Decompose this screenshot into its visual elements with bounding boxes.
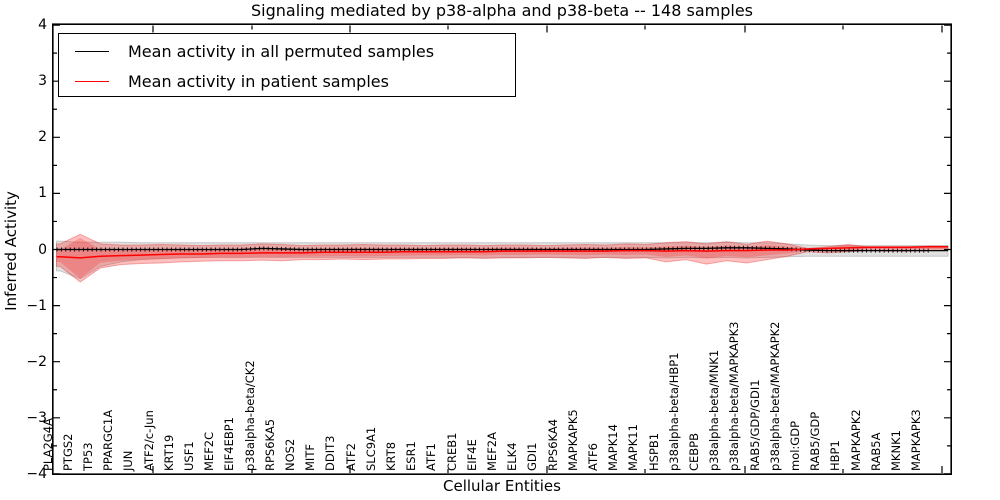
- x-tick-label: CREB1: [444, 432, 459, 472]
- x-tick-label: MAPKAPK2: [848, 409, 863, 471]
- x-tick-label: p38alpha-beta/MNK1: [707, 349, 722, 471]
- x-tick-label: NOS2: [282, 438, 297, 471]
- x-tick-label: ATF2/c-Jun: [141, 410, 156, 471]
- x-tick-label: KRT8: [383, 441, 398, 471]
- x-tick-label: PLA2G4A: [40, 418, 55, 471]
- x-tick-label: MITF: [303, 444, 318, 471]
- x-tick-label: EIF4E: [464, 439, 479, 471]
- x-tick-label: p38alpha-beta/CK2: [242, 360, 257, 471]
- patient-line-swatch-icon: [75, 80, 109, 82]
- legend-label: Mean activity in patient samples: [128, 71, 389, 91]
- axis-ticks: [53, 24, 951, 475]
- patient-mean-line: [56, 245, 948, 259]
- legend-item-patient: Mean activity in patient samples: [59, 66, 515, 96]
- y-tick-label: 3: [38, 73, 47, 90]
- x-tick-label: MAPKAPK3: [909, 409, 924, 471]
- x-tick-label: MEF2C: [202, 431, 217, 471]
- x-tick-label: RAB5/GDP: [808, 411, 823, 471]
- y-tick-label: −3: [26, 409, 47, 426]
- axes-spines: [51, 23, 953, 476]
- permuted-line-swatch-icon: [75, 50, 109, 52]
- x-tick-label: ATF1: [424, 443, 439, 471]
- y-tick-label: 2: [38, 129, 47, 146]
- x-tick-label: RPS6KA4: [545, 418, 560, 471]
- x-tick-label: GDI1: [525, 442, 540, 471]
- x-tick-label: MAPKAPK5: [565, 409, 580, 471]
- x-tick-label: ATF6: [585, 443, 600, 471]
- x-tick-label: MKNK1: [888, 430, 903, 471]
- y-tick-label: 4: [38, 17, 47, 34]
- legend: Mean activity in all permuted samples Me…: [58, 33, 516, 97]
- x-tick-label: RPS6KA5: [262, 418, 277, 471]
- x-tick-label: SLC9A1: [363, 426, 378, 471]
- x-tick-label: PPARGC1A: [101, 409, 116, 471]
- x-tick-label: RAB5A: [868, 432, 883, 471]
- y-tick-label: 0: [38, 241, 47, 258]
- x-axis-label: Cellular Entities: [443, 477, 561, 495]
- x-tick-label: KRT19: [161, 434, 176, 471]
- x-tick-label: JUN: [121, 450, 136, 471]
- y-tick-label: −1: [26, 297, 47, 314]
- chart-title: Signaling mediated by p38-alpha and p38-…: [250, 1, 753, 20]
- x-tick-label: MAPK11: [626, 424, 641, 471]
- x-tick-label: PTGS2: [60, 433, 75, 472]
- x-tick-label: CEBPB: [686, 432, 701, 471]
- x-tick-label: MEF2A: [484, 432, 499, 471]
- x-tick-label: HBP1: [828, 440, 843, 471]
- x-tick-label: ESR1: [404, 441, 419, 471]
- x-tick-label: mol:GDP: [787, 420, 802, 471]
- x-tick-label: ELK4: [505, 442, 520, 471]
- x-tick-label: USF1: [181, 441, 196, 471]
- y-tick-label: 1: [38, 185, 47, 202]
- x-tick-label: p38alpha-beta/HBP1: [666, 352, 681, 471]
- x-tick-label: EIF4EBP1: [222, 417, 237, 471]
- x-tick-label: p38alpha-beta/MAPKAPK3: [727, 321, 742, 472]
- patient-std-band: [56, 233, 949, 283]
- x-tick-label: MAPK14: [606, 424, 621, 471]
- legend-item-permuted: Mean activity in all permuted samples: [59, 36, 515, 66]
- legend-label: Mean activity in all permuted samples: [128, 41, 435, 61]
- x-tick-label: HSPB1: [646, 432, 661, 471]
- x-tick-label: DDIT3: [323, 435, 338, 471]
- y-tick-label: −2: [26, 353, 47, 370]
- x-tick-label: RAB5/GDP/GDI1: [747, 379, 762, 471]
- y-tick-label: −4: [26, 465, 47, 482]
- x-tick-label: p38alpha-beta/MAPKAPK2: [767, 321, 782, 472]
- x-tick-label: TP53: [80, 442, 95, 471]
- x-tick-label: ATF2: [343, 443, 358, 471]
